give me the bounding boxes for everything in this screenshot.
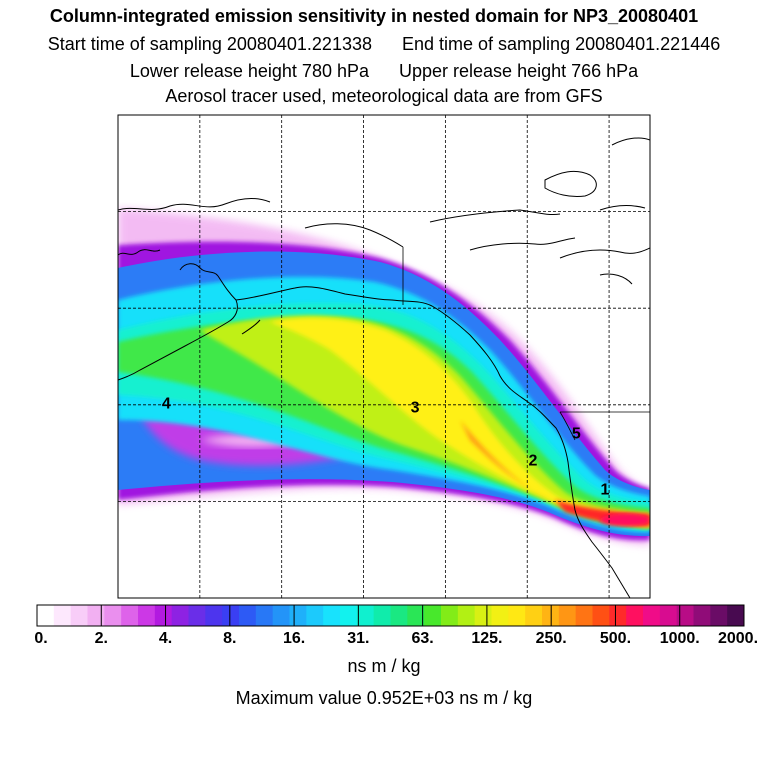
colorbar-tick-label: 2000. (717, 630, 759, 647)
colorbar-cell (643, 605, 661, 626)
colorbar-cell (693, 605, 711, 626)
start-time-label: Start time of sampling 20080401.221338 (47, 34, 372, 54)
colorbar-cell (87, 605, 105, 626)
plume-band-yellow (270, 317, 650, 527)
colorbar-cell (676, 605, 694, 626)
colorbar-cell (424, 605, 442, 626)
colorbar-cell (727, 605, 745, 626)
colorbar-cell (188, 605, 206, 626)
colorbar-cell (205, 605, 223, 626)
colorbar-cell (474, 605, 492, 626)
colorbar-tick-label: 125. (471, 630, 503, 647)
map-frame (117, 114, 651, 599)
colorbar-tick-label: 31. (347, 630, 370, 647)
plume-core-max (600, 514, 650, 526)
lower-release-label: Lower release height 780 hPa (129, 61, 369, 81)
release-label-1: 1 (601, 482, 610, 499)
colorbar-cell (356, 605, 375, 626)
colorbar-cell (121, 605, 139, 626)
colorbar-tick-label: 1000. (659, 630, 700, 647)
colorbar-tick-label: 16. (282, 630, 306, 647)
colorbar-cell (171, 605, 189, 626)
release-label-4: 4 (162, 396, 171, 413)
colorbar-cell (592, 605, 610, 626)
colorbar-cell (222, 605, 240, 626)
release-label-5: 5 (572, 426, 581, 443)
colorbar-cell (255, 605, 274, 626)
figure-title: Column-integrated emission sensitivity i… (49, 6, 699, 26)
colorbar-cell (457, 605, 476, 626)
colorbar-cell (626, 605, 644, 626)
colorbar-cell (659, 605, 678, 626)
colorbar-cell (306, 605, 324, 626)
end-time-label: End time of sampling 20080401.221446 (402, 34, 721, 54)
colorbar-cell (272, 605, 290, 626)
colorbar-cell (138, 605, 156, 626)
colorbar-cell (53, 605, 72, 626)
plume-field (118, 137, 650, 598)
colorbar-cell (323, 605, 341, 626)
release-label-2: 2 (529, 453, 538, 470)
colorbar-cell (154, 605, 173, 626)
colorbar-cell (239, 605, 257, 626)
colorbar-cell (390, 605, 408, 626)
colorbar-frame (36, 604, 745, 627)
colorbar-cell (441, 605, 459, 626)
colorbar-cell (407, 605, 425, 626)
colorbar-units: ns m / kg (347, 656, 421, 676)
colorbar-cell (104, 605, 122, 626)
colorbar-tick-label: 0. (34, 630, 48, 647)
maximum-value: Maximum value 0.952E+03 ns m / kg (235, 688, 533, 708)
sampling-times: Start time of sampling 20080401.221338 En… (0, 34, 768, 55)
colorbar-cell (37, 605, 55, 626)
colorbar-cell (710, 605, 728, 626)
colorbar-tick-label: 4. (158, 630, 173, 647)
upper-release-label: Upper release height 766 hPa (399, 61, 639, 81)
colorbar-tick-label: 63. (411, 630, 434, 647)
colorbar-cell (70, 605, 88, 626)
coastlines (118, 137, 650, 598)
colorbar-cell (525, 605, 543, 626)
borders (402, 247, 650, 441)
colorbar-cell (289, 605, 307, 626)
release-heights: Lower release height 780 hPa Upper releas… (0, 61, 768, 82)
colorbar-cells (36, 604, 745, 627)
graticule (118, 115, 650, 598)
colorbar-tick-label: 250. (535, 630, 567, 647)
colorbar-cell (373, 605, 391, 626)
colorbar-cell (558, 605, 577, 626)
colorbar-tick-label: 8. (223, 630, 237, 647)
colorbar-tick-label: 500. (599, 630, 632, 647)
release-labels: 1 2 3 4 5 (162, 396, 610, 499)
colorbar-cell (340, 605, 358, 626)
colorbar-cell (508, 605, 526, 626)
colorbar (36, 604, 745, 627)
release-label-3: 3 (411, 400, 420, 417)
tracer-info: Aerosol tracer used, meteorological data… (165, 86, 603, 106)
colorbar-cell (609, 605, 627, 626)
colorbar-tick-label: 2. (94, 630, 108, 647)
colorbar-cell (542, 605, 560, 626)
colorbar-cell (575, 605, 593, 626)
sensitivity-map: 1 2 3 4 5 (117, 114, 651, 599)
colorbar-cell (491, 605, 509, 626)
